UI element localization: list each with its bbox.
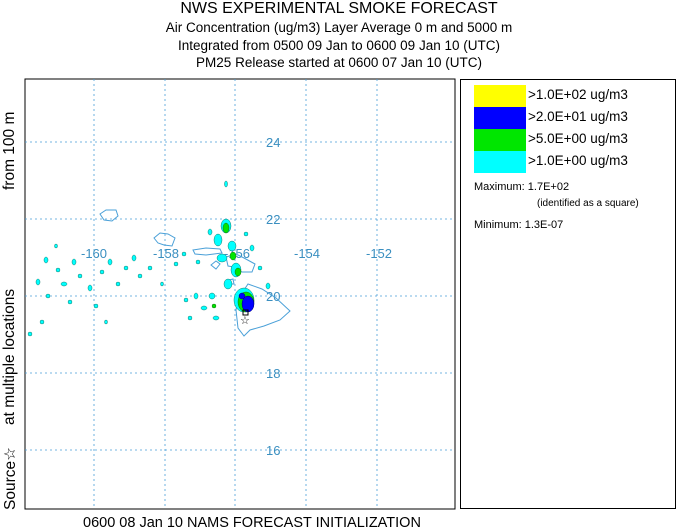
smoke-specks-west: [27, 243, 187, 337]
lon-label: -160: [81, 246, 107, 261]
plume-speck: [87, 284, 93, 292]
legend-swatch-yellow: [474, 85, 526, 107]
plume-patch: [213, 233, 223, 247]
plume-speck: [123, 265, 129, 271]
plume-speck: [60, 281, 68, 287]
plume-speck: [93, 303, 99, 309]
plume-speck: [77, 273, 83, 279]
smoke-plume-high: [238, 292, 255, 313]
side-label-locations: at multiple locations: [1, 288, 18, 425]
plume-speck: [35, 278, 41, 286]
kauai-coast: [99, 209, 119, 222]
plume-speck: [39, 319, 45, 325]
plume-patch: [195, 259, 201, 265]
graticule-labels: 24 22 20 18 16 -160 -158 -156 -154 -152: [81, 135, 392, 458]
plume-speck: [147, 265, 153, 271]
lanai-coast: [210, 260, 221, 270]
plume-speck: [27, 331, 33, 337]
plume-speck: [67, 299, 73, 305]
integration-period: Integrated from 0500 09 Jan to 0600 09 J…: [178, 38, 500, 53]
plume-speck: [99, 269, 105, 275]
lon-label: -154: [294, 246, 320, 261]
plume-patch: [216, 253, 228, 263]
plume-patch: [208, 292, 216, 300]
plume-speck: [54, 243, 58, 249]
map-title: NWS EXPERIMENTAL SMOKE FORECAST: [180, 0, 498, 17]
plume-patch: [207, 228, 213, 236]
plume-patch: [249, 244, 255, 252]
plume-patch: [257, 265, 263, 271]
maui-coast: [225, 253, 256, 273]
forecast-initialization: 0600 08 Jan 10 NAMS FORECAST INITIALIZAT…: [83, 515, 421, 531]
plume-patch: [243, 231, 249, 237]
plume-patch: [183, 297, 189, 303]
legend-label: >1.0E+02 ug/m3: [528, 87, 628, 102]
plume-patch: [193, 292, 199, 300]
legend-swatch-green: [474, 129, 526, 151]
lat-label: 18: [266, 366, 280, 381]
plume-patch: [234, 267, 242, 277]
plume-patch: [224, 180, 228, 188]
lat-label: 16: [266, 443, 280, 458]
maximum-value: Maximum: 1.7E+02: [474, 181, 570, 193]
plume-speck: [173, 261, 179, 267]
plume-speck: [104, 319, 108, 325]
map-frame: [24, 78, 456, 510]
plume-speck: [160, 281, 164, 287]
plume-patch: [200, 305, 208, 311]
plume-patch: [211, 303, 217, 309]
plume-patch: [238, 292, 246, 300]
lat-label: 22: [266, 212, 280, 227]
plume-speck: [43, 256, 49, 264]
minimum-value: Minimum: 1.3E-07: [474, 219, 564, 231]
legend-swatch-blue: [474, 107, 526, 129]
legend-label: >2.0E+01 ug/m3: [528, 109, 628, 124]
legend-label: >1.0E+00 ug/m3: [528, 153, 628, 168]
plume-speck: [107, 258, 113, 266]
concentration-subtitle: Air Concentration (ug/m3) Layer Average …: [165, 20, 513, 35]
side-label-source: Source☆: [2, 446, 19, 510]
plume-speck: [137, 273, 143, 279]
plume-patch: [212, 315, 220, 321]
side-label-from: from 100 m: [1, 111, 18, 190]
plume-speck: [45, 293, 51, 299]
coastlines: [99, 209, 291, 337]
plume-patch: [265, 282, 271, 290]
plume-patch: [187, 315, 193, 321]
release-start: PM25 Release started at 0600 07 Jan 10 (…: [196, 55, 482, 70]
source-star-icon: ☆: [240, 315, 250, 327]
plume-speck: [55, 267, 61, 273]
plume-patch: [223, 278, 233, 290]
legend-label: >5.0E+00 ug/m3: [528, 131, 628, 146]
maximum-note: (identified as a square): [537, 198, 639, 209]
maximum-square-marker: [242, 309, 249, 316]
plume-speck: [131, 254, 137, 262]
molokai-coast: [192, 247, 223, 256]
lat-label: 24: [266, 135, 280, 150]
plume-speck: [181, 251, 187, 257]
legend-swatch-cyan: [474, 151, 526, 173]
legend-panel: >1.0E+02 ug/m3 >2.0E+01 ug/m3 >5.0E+00 u…: [460, 79, 676, 509]
oahu-coast: [153, 232, 176, 247]
plume-patch: [222, 222, 230, 234]
plume-patch: [227, 240, 237, 252]
plume-speck: [71, 258, 77, 266]
plume-speck: [115, 281, 121, 287]
lon-label: -152: [366, 246, 392, 261]
plume-patch: [229, 251, 237, 261]
lon-label: -158: [153, 246, 179, 261]
